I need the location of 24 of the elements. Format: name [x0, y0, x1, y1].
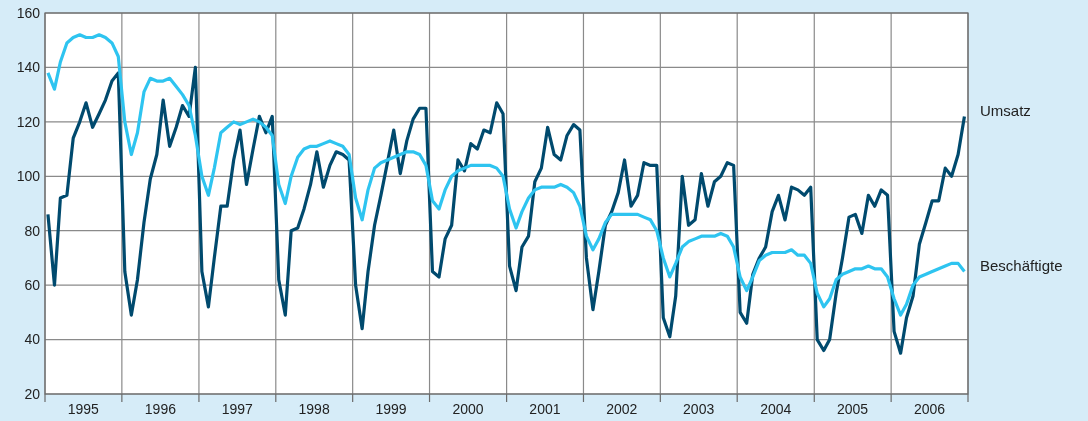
x-tick-label: 1996: [144, 401, 177, 417]
x-tick-label: 2002: [606, 401, 638, 417]
y-tick-label: 20: [24, 385, 41, 402]
x-tick-label: 1995: [67, 401, 100, 417]
x-tick-label: 1998: [298, 401, 330, 417]
y-tick-label: 80: [24, 222, 41, 239]
x-tick-label: 1999: [375, 401, 407, 417]
x-tick-label: 2000: [452, 401, 484, 417]
line-series: [46, 33, 967, 317]
y-tick-label: 160: [16, 4, 41, 21]
y-tick-label: 100: [16, 168, 41, 185]
y-tick-label: 40: [24, 331, 41, 348]
y-tick-label: 120: [16, 113, 41, 130]
x-tick-label: 2005: [837, 401, 869, 417]
line-series: [46, 65, 967, 355]
x-tick-label: 1997: [221, 401, 254, 417]
series-label: Umsatz: [980, 101, 1031, 119]
x-tick-label: 2001: [529, 401, 561, 417]
y-tick-label: 60: [24, 277, 41, 294]
x-tick-label: 2006: [913, 401, 946, 417]
x-tick-label: 2003: [683, 401, 715, 417]
x-tick-label: 2004: [760, 401, 792, 417]
series-label: Beschäftigte: [980, 256, 1063, 274]
y-tick-label: 140: [16, 59, 41, 76]
